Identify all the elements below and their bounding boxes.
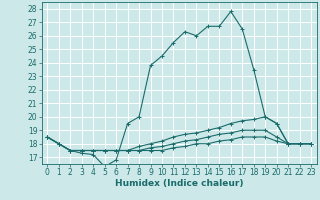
X-axis label: Humidex (Indice chaleur): Humidex (Indice chaleur)	[115, 179, 244, 188]
